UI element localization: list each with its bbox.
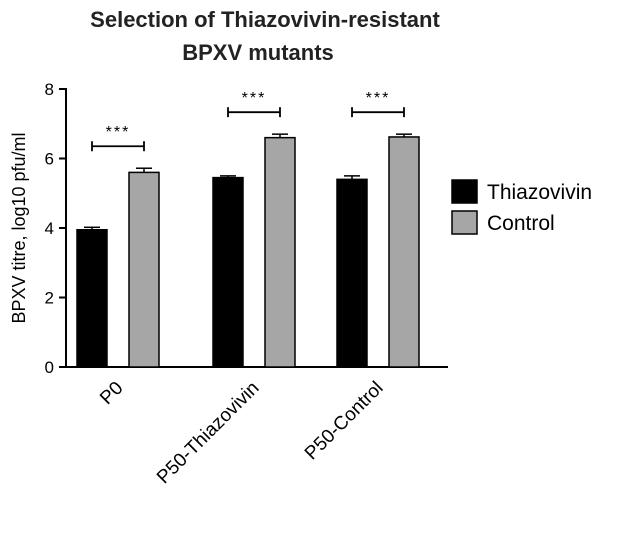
significance-label: *** (242, 90, 267, 107)
x-tick-label: P50-Thiazovivin (153, 378, 263, 488)
legend: Thiazovivin Control (451, 179, 592, 235)
x-tick-label: P50-Control (301, 378, 388, 465)
bar-thiazovivin (76, 228, 108, 368)
chart-title-line-2: BPXV mutants (182, 40, 334, 65)
bar-control (128, 171, 160, 368)
plot-area: 0 2 4 6 8 *** P0 *** P50-Thiazovivin *** P50-Contr… (45, 80, 448, 488)
legend-swatch-thiazovivin (451, 179, 478, 204)
y-tick-label: 4 (45, 219, 54, 238)
legend-label-control: Control (487, 212, 555, 235)
legend-label-thiazovivin: Thiazovivin (487, 181, 592, 204)
y-tick-label: 0 (45, 358, 54, 377)
y-axis-label: BPXV titre, log10 pfu/ml (9, 132, 29, 323)
legend-swatch-control (451, 210, 478, 235)
y-tick-label: 8 (45, 80, 54, 99)
y-tick-label: 2 (45, 289, 54, 308)
bar-control (388, 136, 420, 368)
significance-label: *** (366, 90, 391, 107)
x-tick-label: P0 (96, 378, 127, 409)
y-tick-label: 6 (45, 150, 54, 169)
bar-control (264, 136, 296, 368)
significance-label: *** (106, 124, 131, 141)
bar-thiazovivin (336, 178, 368, 368)
chart-title-line-1: Selection of Thiazovivin-resistant (90, 7, 440, 32)
bar-thiazovivin (212, 176, 244, 368)
